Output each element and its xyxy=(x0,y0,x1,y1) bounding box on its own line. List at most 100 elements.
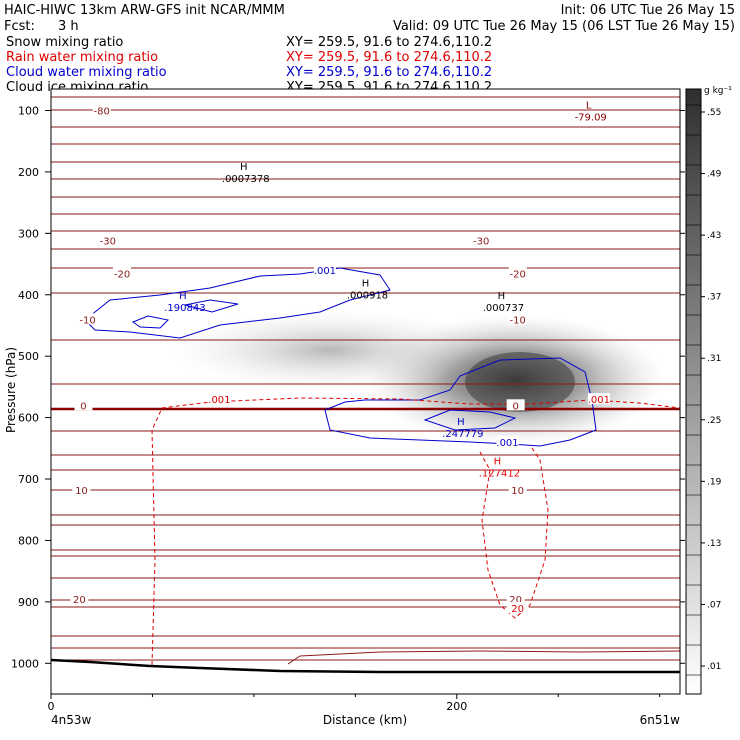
isotherm-label-bg xyxy=(506,399,525,411)
extremum-marker: H xyxy=(498,291,506,302)
shading-left xyxy=(170,310,490,390)
terrain-line xyxy=(51,658,680,674)
isotherm-label: 0 xyxy=(512,401,518,412)
colorbar-tick-label: .31 xyxy=(707,354,721,364)
extremum-marker: L xyxy=(586,100,592,111)
y-tick-label: 600 xyxy=(18,412,39,425)
contour-value-label: 20 xyxy=(511,604,524,615)
isotherm-label: -30 xyxy=(473,237,489,248)
extremum-value: .247779 xyxy=(442,429,483,440)
legend-snow-xy: XY= 259.5, 91.6 to 274.6,110.2 xyxy=(286,35,492,50)
valid-time: Valid: 09 UTC Tue 26 May 15 (06 LST Tue … xyxy=(393,19,735,34)
colorbar-tick-label: .37 xyxy=(707,293,721,303)
colorbar-tick-label: .01 xyxy=(707,662,721,672)
isotherm-label-bg xyxy=(92,104,111,116)
y-tick-label: 400 xyxy=(18,289,39,302)
contour-label-bg xyxy=(496,436,519,448)
contour-value-label: .001 xyxy=(314,266,336,277)
legend-rain-label: Rain water mixing ratio xyxy=(6,50,158,65)
shading-core xyxy=(465,352,575,412)
colorbar-tick-label: .25 xyxy=(707,416,721,426)
legend-cloudwater-label: Cloud water mixing ratio xyxy=(6,65,167,80)
legend-snow-label: Snow mixing ratio xyxy=(6,35,123,50)
colorbar-tick-label: .07 xyxy=(707,600,721,610)
isotherm-label-bg xyxy=(78,313,97,325)
extremum-value: .000737 xyxy=(483,303,524,314)
y-tick-label: 700 xyxy=(18,473,39,486)
extremum-value: .127412 xyxy=(479,469,520,480)
extremum-value: .000918 xyxy=(347,291,388,302)
isotherm-label-bg xyxy=(98,234,117,246)
contour-value-label: .001 xyxy=(588,395,610,406)
x-tick-label: 200 xyxy=(446,700,467,713)
colorbar: .01 .07 .13 .19 .25 .31 .37 .43 .49 .55 g kg⁻¹ xyxy=(685,86,732,695)
x-tick-label: 0 xyxy=(48,700,55,713)
isotherm-label: -20 xyxy=(114,269,130,280)
legend-cloudwater-xy: XY= 259.5, 91.6 to 274.6,110.2 xyxy=(286,65,492,80)
isotherm-label: -10 xyxy=(510,315,526,326)
y-tick-label: 900 xyxy=(18,596,39,609)
cloud-water-contour-upper xyxy=(84,267,391,339)
fcst-label: Fcst: xyxy=(4,19,35,34)
isotherm-label: 20 xyxy=(509,595,522,606)
y-tick-label: 1000 xyxy=(11,657,39,670)
isotherm-label: -20 xyxy=(510,269,526,280)
extremum-marker: H xyxy=(494,457,502,468)
colorbar-tick-label: .49 xyxy=(707,170,722,180)
colorbar-tick-label: .19 xyxy=(707,477,722,487)
fcst-value: 3 h xyxy=(58,19,79,34)
init-time: Init: 06 UTC Tue 26 May 15 xyxy=(561,3,735,18)
isotherm-label: -80 xyxy=(94,106,110,117)
plot-area xyxy=(51,89,680,694)
y-tick-label: 800 xyxy=(18,534,39,547)
isotherm-label-bg xyxy=(70,592,89,604)
isotherm-label-bg xyxy=(72,484,91,496)
contour-value-label: .001 xyxy=(208,395,230,406)
y-tick-label: 300 xyxy=(18,227,39,240)
extremum-marker: H xyxy=(240,162,248,173)
x-axis-label: Distance (km) xyxy=(323,713,407,727)
isotherm-label: 10 xyxy=(75,486,88,497)
extremum-value: -79.09 xyxy=(575,112,607,123)
isotherm-label-bg xyxy=(508,484,527,496)
legend-rain-xy: XY= 259.5, 91.6 to 274.6,110.2 xyxy=(286,50,492,65)
extremum-value: .0007378 xyxy=(222,174,270,185)
isotherm-label-bg xyxy=(113,267,132,279)
y-tick-label: 500 xyxy=(18,350,39,363)
extremum-marker: H xyxy=(179,291,187,302)
cloud-water-contour-h1 xyxy=(184,299,239,313)
x-endpoint-left: 4n53w xyxy=(51,713,92,727)
isotherm-label-bg xyxy=(74,399,93,411)
colorbar-tick-label: .13 xyxy=(707,539,721,549)
x-endpoint-right: 6n51w xyxy=(640,713,681,727)
isotherm-label: -30 xyxy=(100,237,116,248)
cloud-water-contour-h2 xyxy=(423,409,517,431)
isotherm-label: 10 xyxy=(511,486,524,497)
contour-label-bg xyxy=(208,393,231,405)
isotherm-label-bg xyxy=(472,234,491,246)
extremum-marker: H xyxy=(457,417,465,428)
colorbar-unit: g kg⁻¹ xyxy=(704,86,732,96)
cloud-water-contour-inner xyxy=(131,315,170,329)
y-tick-label: 200 xyxy=(18,166,39,179)
extremum-marker: H xyxy=(362,279,370,290)
contour-value-label: .001 xyxy=(496,438,518,449)
isotherm-label: -10 xyxy=(79,315,95,326)
colorbar-tick-label: .55 xyxy=(707,108,721,118)
plot-frame xyxy=(50,88,681,695)
colorbar-fill xyxy=(686,89,701,694)
title-line: HAIC-HIWC 13km ARW-GFS init NCAR/MMM xyxy=(4,3,285,18)
bottom-isotherm xyxy=(287,650,680,665)
isotherm-label-bg xyxy=(506,592,525,604)
isotherm-label-bg xyxy=(508,313,527,325)
x-axis: 0 200 xyxy=(48,694,661,713)
colorbar-tick-label: .43 xyxy=(707,231,721,241)
y-axis-label: Pressure (hPa) xyxy=(4,347,18,433)
isotherm-label-bg xyxy=(508,267,527,279)
extremum-value: .190843 xyxy=(164,303,205,314)
contour-label-bg xyxy=(313,264,336,276)
colorbar-frame xyxy=(685,88,702,695)
